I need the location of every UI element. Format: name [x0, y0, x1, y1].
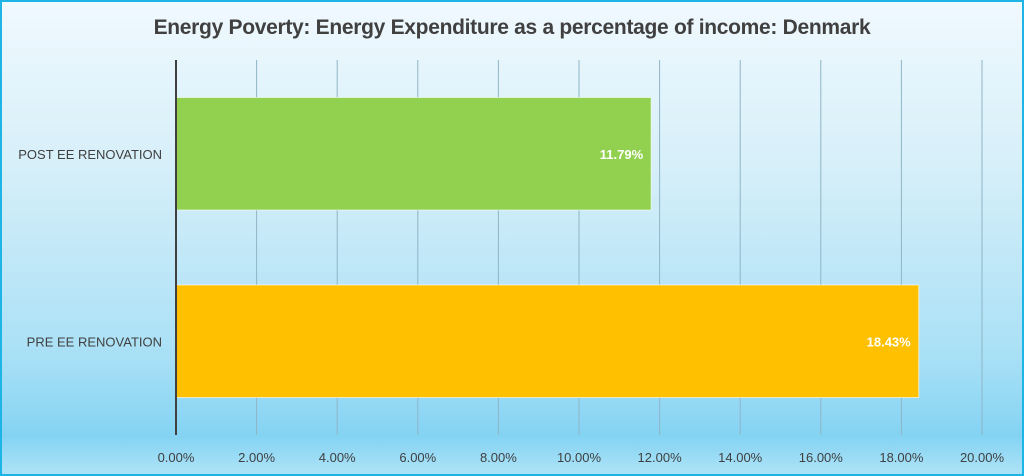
x-tick-label: 20.00% [960, 450, 1005, 465]
category-label: POST EE RENOVATION [18, 147, 162, 162]
x-tick-label: 14.00% [718, 450, 763, 465]
x-tick-label: 18.00% [879, 450, 924, 465]
data-label: 11.79% [600, 147, 644, 162]
x-tick-label: 6.00% [399, 450, 436, 465]
x-tick-label: 4.00% [319, 450, 356, 465]
x-tick-label: 0.00% [158, 450, 195, 465]
x-tick-label: 12.00% [638, 450, 683, 465]
bar-pre-ee-renovation [175, 284, 920, 398]
x-tick-label: 16.00% [799, 450, 844, 465]
bar-post-ee-renovation [175, 97, 652, 211]
x-tick-label: 2.00% [238, 450, 275, 465]
chart-title: Energy Poverty: Energy Expenditure as a … [153, 16, 871, 39]
x-tick-label: 8.00% [480, 450, 517, 465]
category-label: PRE EE RENOVATION [27, 334, 162, 349]
x-tick-label: 10.00% [557, 450, 602, 465]
data-label: 18.43% [867, 334, 912, 349]
